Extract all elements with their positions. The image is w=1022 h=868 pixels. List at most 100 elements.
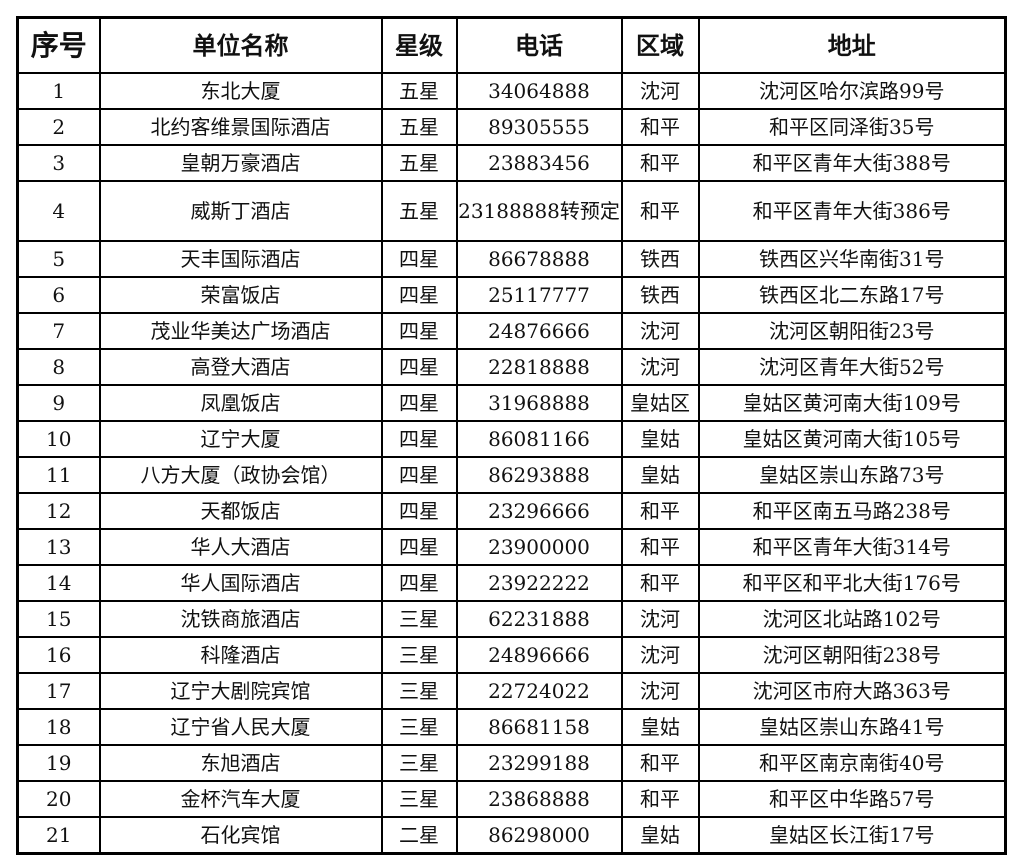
cell-district: 沈河 xyxy=(620,72,700,110)
cell-district: 和平 xyxy=(620,144,700,182)
cell-phone: 23868888 xyxy=(455,780,623,818)
table-row: 20 金杯汽车大厦 三星 23868888 和平 和平区中华路57号 xyxy=(16,780,1007,818)
cell-phone: 86678888 xyxy=(455,240,623,278)
cell-district: 沈河 xyxy=(620,636,700,674)
table-row: 8 高登大酒店 四星 22818888 沈河 沈河区青年大街52号 xyxy=(16,348,1007,386)
cell-address: 铁西区北二东路17号 xyxy=(697,276,1007,314)
cell-star: 四星 xyxy=(380,384,458,422)
cell-index: 2 xyxy=(16,108,101,146)
table-row: 10 辽宁大厦 四星 86081166 皇姑 皇姑区黄河南大街105号 xyxy=(16,420,1007,458)
cell-district: 皇姑 xyxy=(620,420,700,458)
table-row: 5 天丰国际酒店 四星 86678888 铁西 铁西区兴华南街31号 xyxy=(16,240,1007,278)
cell-index: 1 xyxy=(16,72,101,110)
cell-name: 高登大酒店 xyxy=(98,348,383,386)
cell-star: 三星 xyxy=(380,708,458,746)
cell-name: 华人大酒店 xyxy=(98,528,383,566)
cell-address: 沈河区北站路102号 xyxy=(697,600,1007,638)
table-row: 12 天都饭店 四星 23296666 和平 和平区南五马路238号 xyxy=(16,492,1007,530)
cell-index: 12 xyxy=(16,492,101,530)
cell-index: 9 xyxy=(16,384,101,422)
cell-star: 四星 xyxy=(380,312,458,350)
cell-star: 三星 xyxy=(380,600,458,638)
cell-name: 辽宁大剧院宾馆 xyxy=(98,672,383,710)
cell-star: 五星 xyxy=(380,72,458,110)
cell-district: 和平 xyxy=(620,108,700,146)
cell-phone: 86293888 xyxy=(455,456,623,494)
cell-star: 三星 xyxy=(380,672,458,710)
cell-index: 19 xyxy=(16,744,101,782)
cell-name: 皇朝万豪酒店 xyxy=(98,144,383,182)
cell-index: 7 xyxy=(16,312,101,350)
cell-name: 天丰国际酒店 xyxy=(98,240,383,278)
table-row: 18 辽宁省人民大厦 三星 86681158 皇姑 皇姑区崇山东路41号 xyxy=(16,708,1007,746)
cell-phone: 23296666 xyxy=(455,492,623,530)
table-row: 14 华人国际酒店 四星 23922222 和平 和平区和平北大街176号 xyxy=(16,564,1007,602)
cell-star: 三星 xyxy=(380,780,458,818)
cell-address: 皇姑区长江街17号 xyxy=(697,816,1007,855)
cell-address: 皇姑区黄河南大街105号 xyxy=(697,420,1007,458)
cell-address: 和平区南京南街40号 xyxy=(697,744,1007,782)
table-row: 1 东北大厦 五星 34064888 沈河 沈河区哈尔滨路99号 xyxy=(16,72,1007,110)
table-row: 4 威斯丁酒店 五星 23188888转预定 和平 和平区青年大街386号 xyxy=(16,180,1007,242)
cell-address: 和平区青年大街314号 xyxy=(697,528,1007,566)
table-row: 3 皇朝万豪酒店 五星 23883456 和平 和平区青年大街388号 xyxy=(16,144,1007,182)
cell-address: 和平区南五马路238号 xyxy=(697,492,1007,530)
header-address: 地址 xyxy=(697,16,1007,74)
hotel-table: 序号 单位名称 星级 电话 区域 地址 1 东北大厦 五星 34064888 沈河 沈河区… xyxy=(16,16,1007,855)
cell-name: 金杯汽车大厦 xyxy=(98,780,383,818)
cell-phone: 86681158 xyxy=(455,708,623,746)
cell-address: 和平区青年大街386号 xyxy=(697,180,1007,242)
cell-district: 和平 xyxy=(620,528,700,566)
cell-name: 科隆酒店 xyxy=(98,636,383,674)
cell-star: 四星 xyxy=(380,276,458,314)
table-row: 6 荣富饭店 四星 25117777 铁西 铁西区北二东路17号 xyxy=(16,276,1007,314)
cell-star: 四星 xyxy=(380,240,458,278)
cell-index: 4 xyxy=(16,180,101,242)
cell-address: 皇姑区黄河南大街109号 xyxy=(697,384,1007,422)
cell-phone: 24876666 xyxy=(455,312,623,350)
cell-index: 11 xyxy=(16,456,101,494)
cell-star: 四星 xyxy=(380,492,458,530)
table-row: 19 东旭酒店 三星 23299188 和平 和平区南京南街40号 xyxy=(16,744,1007,782)
cell-phone: 62231888 xyxy=(455,600,623,638)
cell-index: 10 xyxy=(16,420,101,458)
cell-star: 四星 xyxy=(380,456,458,494)
cell-phone: 23188888转预定 xyxy=(455,180,623,242)
table-row: 17 辽宁大剧院宾馆 三星 22724022 沈河 沈河区市府大路363号 xyxy=(16,672,1007,710)
cell-star: 二星 xyxy=(380,816,458,855)
cell-district: 沈河 xyxy=(620,312,700,350)
cell-phone: 24896666 xyxy=(455,636,623,674)
cell-index: 13 xyxy=(16,528,101,566)
cell-name: 东北大厦 xyxy=(98,72,383,110)
cell-district: 和平 xyxy=(620,744,700,782)
cell-star: 五星 xyxy=(380,108,458,146)
cell-district: 铁西 xyxy=(620,276,700,314)
cell-name: 荣富饭店 xyxy=(98,276,383,314)
cell-phone: 86081166 xyxy=(455,420,623,458)
header-name: 单位名称 xyxy=(98,16,383,74)
cell-star: 五星 xyxy=(380,144,458,182)
cell-name: 天都饭店 xyxy=(98,492,383,530)
header-index: 序号 xyxy=(16,16,101,74)
cell-phone: 22818888 xyxy=(455,348,623,386)
cell-address: 皇姑区崇山东路41号 xyxy=(697,708,1007,746)
cell-name: 东旭酒店 xyxy=(98,744,383,782)
cell-index: 18 xyxy=(16,708,101,746)
table-row: 11 八方大厦（政协会馆） 四星 86293888 皇姑 皇姑区崇山东路73号 xyxy=(16,456,1007,494)
cell-address: 沈河区朝阳街23号 xyxy=(697,312,1007,350)
table-row: 16 科隆酒店 三星 24896666 沈河 沈河区朝阳街238号 xyxy=(16,636,1007,674)
table-row: 15 沈铁商旅酒店 三星 62231888 沈河 沈河区北站路102号 xyxy=(16,600,1007,638)
cell-phone: 34064888 xyxy=(455,72,623,110)
cell-address: 皇姑区崇山东路73号 xyxy=(697,456,1007,494)
cell-district: 铁西 xyxy=(620,240,700,278)
cell-name: 辽宁省人民大厦 xyxy=(98,708,383,746)
cell-index: 15 xyxy=(16,600,101,638)
cell-index: 8 xyxy=(16,348,101,386)
cell-phone: 86298000 xyxy=(455,816,623,855)
header-phone: 电话 xyxy=(455,16,623,74)
cell-district: 和平 xyxy=(620,564,700,602)
cell-phone: 31968888 xyxy=(455,384,623,422)
cell-name: 华人国际酒店 xyxy=(98,564,383,602)
cell-district: 和平 xyxy=(620,180,700,242)
cell-phone: 23900000 xyxy=(455,528,623,566)
